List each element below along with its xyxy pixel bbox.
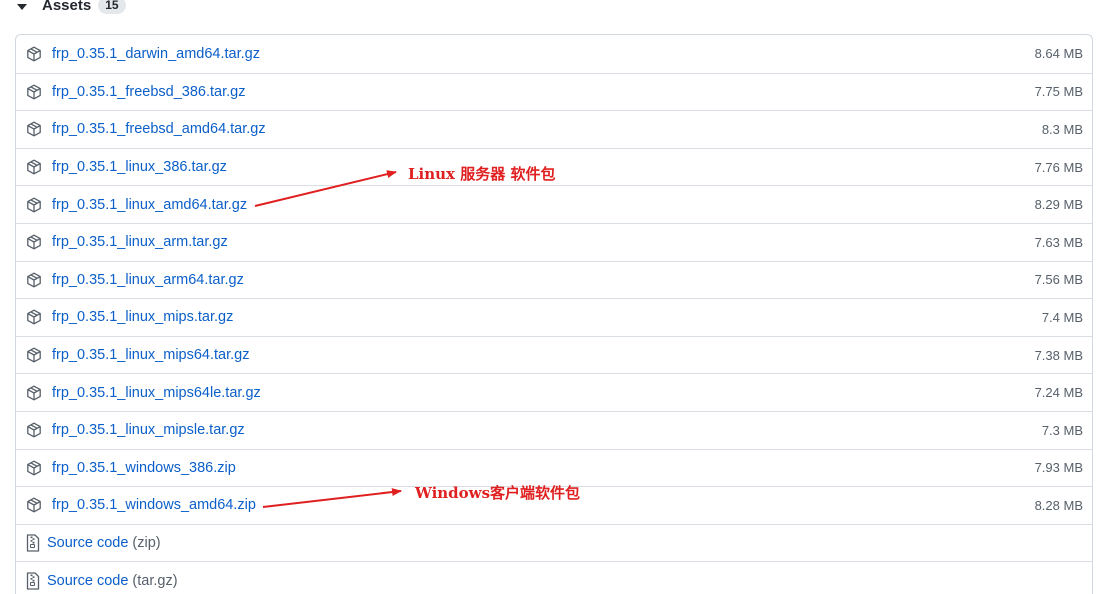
asset-download-link[interactable]: frp_0.35.1_linux_arm64.tar.gz (52, 271, 244, 288)
source-code-row: Source code (zip) (16, 523, 1092, 562)
package-icon (25, 196, 43, 214)
asset-row: frp_0.35.1_darwin_amd64.tar.gz 8.64 MB (16, 35, 1092, 73)
asset-download-link[interactable]: frp_0.35.1_freebsd_amd64.tar.gz (52, 121, 266, 138)
asset-row: frp_0.35.1_linux_mips64.tar.gz 7.38 MB (16, 335, 1092, 374)
asset-row: frp_0.35.1_linux_arm64.tar.gz 7.56 MB (16, 260, 1092, 299)
package-icon (25, 120, 43, 138)
source-code-format: (zip) (132, 535, 161, 552)
file-zip-icon (24, 534, 42, 552)
asset-size: 7.24 MB (1034, 385, 1083, 401)
asset-size: 7.63 MB (1034, 234, 1083, 250)
asset-row: frp_0.35.1_freebsd_386.tar.gz 7.75 MB (16, 72, 1092, 111)
asset-download-link[interactable]: frp_0.35.1_freebsd_386.tar.gz (52, 83, 246, 100)
triangle-down-icon (17, 4, 27, 10)
package-icon (25, 83, 43, 101)
package-icon (25, 496, 43, 514)
source-code-row: Source code (tar.gz) (16, 561, 1092, 594)
package-icon (25, 45, 43, 63)
asset-size: 7.75 MB (1034, 84, 1083, 100)
assets-title: Assets (42, 0, 92, 14)
asset-download-link[interactable]: frp_0.35.1_windows_386.zip (52, 459, 236, 476)
asset-download-link[interactable]: frp_0.35.1_linux_mips64.tar.gz (52, 347, 250, 364)
asset-row: frp_0.35.1_windows_amd64.zip 8.28 MB (16, 486, 1092, 524)
file-zip-icon (24, 571, 42, 590)
package-icon (25, 271, 43, 289)
asset-size: 7.93 MB (1034, 460, 1083, 476)
package-icon (25, 308, 43, 326)
asset-list: frp_0.35.1_darwin_amd64.tar.gz 8.64 MB frp… (15, 34, 1093, 594)
source-code-link[interactable]: Source code (47, 535, 129, 552)
package-icon (25, 384, 43, 402)
asset-size: 8.29 MB (1034, 197, 1083, 213)
asset-row: frp_0.35.1_linux_mipsle.tar.gz 7.3 MB (16, 410, 1092, 449)
asset-download-link[interactable]: frp_0.35.1_windows_amd64.zip (52, 497, 256, 514)
asset-download-link[interactable]: frp_0.35.1_darwin_amd64.tar.gz (52, 45, 260, 62)
asset-row: frp_0.35.1_linux_arm.tar.gz 7.63 MB (16, 222, 1092, 261)
source-code-link[interactable]: Source code (47, 572, 129, 589)
asset-download-link[interactable]: frp_0.35.1_linux_386.tar.gz (52, 159, 227, 176)
asset-download-link[interactable]: frp_0.35.1_linux_mips.tar.gz (52, 309, 234, 326)
asset-size: 7.4 MB (1041, 309, 1083, 325)
package-icon (25, 233, 43, 251)
asset-row: frp_0.35.1_linux_mips.tar.gz 7.4 MB (16, 298, 1092, 336)
asset-size: 7.56 MB (1034, 272, 1083, 288)
asset-size: 7.76 MB (1034, 159, 1083, 175)
asset-download-link[interactable]: frp_0.35.1_linux_mipsle.tar.gz (52, 422, 245, 439)
asset-row: frp_0.35.1_linux_mips64le.tar.gz 7.24 MB (16, 373, 1092, 411)
package-icon (25, 459, 43, 477)
assets-summary-toggle[interactable]: Assets 15 (17, 0, 126, 16)
asset-row: frp_0.35.1_freebsd_amd64.tar.gz 8.3 MB (16, 110, 1092, 148)
asset-size: 8.64 MB (1034, 46, 1083, 62)
asset-size: 7.3 MB (1041, 422, 1083, 438)
asset-size: 8.3 MB (1041, 121, 1083, 137)
package-icon (25, 158, 43, 176)
asset-size: 8.28 MB (1034, 497, 1083, 513)
linux-annotation-label: Linux 服务器 软件包 (408, 165, 556, 183)
package-icon (25, 421, 43, 439)
source-code-format: (tar.gz) (132, 572, 178, 589)
asset-size: 7.38 MB (1034, 347, 1083, 363)
asset-download-link[interactable]: frp_0.35.1_linux_arm.tar.gz (52, 234, 228, 251)
asset-row: frp_0.35.1_linux_amd64.tar.gz 8.29 MB (16, 185, 1092, 223)
windows-annotation-label: Windows客户端软件包 (415, 484, 581, 502)
asset-row: frp_0.35.1_windows_386.zip 7.93 MB (16, 448, 1092, 487)
assets-count-badge: 15 (98, 0, 126, 14)
asset-download-link[interactable]: frp_0.35.1_linux_amd64.tar.gz (52, 196, 248, 213)
asset-row: frp_0.35.1_linux_386.tar.gz 7.76 MB (16, 147, 1092, 186)
asset-download-link[interactable]: frp_0.35.1_linux_mips64le.tar.gz (52, 384, 261, 401)
package-icon (25, 346, 43, 364)
